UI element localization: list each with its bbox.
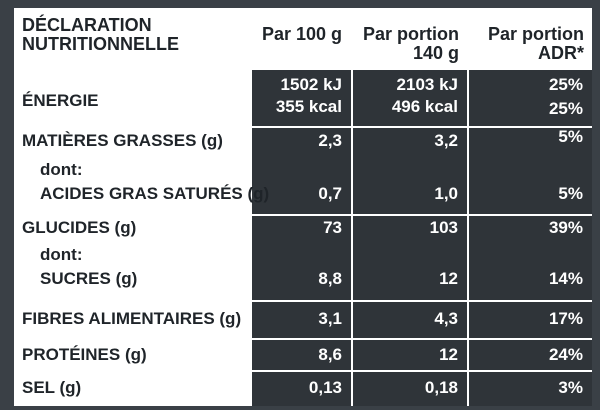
row-energie-label: ÉNERGIE	[22, 91, 99, 110]
header-per-100g: Par 100 g	[261, 24, 342, 44]
nutrition-table: DÉCLARATION NUTRITIONNELLE Par 100 g Par…	[14, 8, 592, 406]
row-glucides-portion: 103	[429, 218, 458, 237]
row-glucides-dont: dont:	[40, 245, 83, 264]
row-energie-per100-kj: 1502 kJ	[280, 75, 342, 94]
row-energie-portion-kcal: 496 kcal	[391, 97, 458, 116]
row-fibres-portion: 4,3	[434, 309, 458, 328]
row-acides-gras-adr: 5%	[558, 184, 583, 203]
row-sel-label: SEL (g)	[22, 378, 82, 397]
row-sucres-portion: 12	[439, 269, 458, 288]
row-sel-portion: 0,18	[424, 378, 458, 397]
table-header: DÉCLARATION NUTRITIONNELLE Par 100 g Par…	[14, 8, 592, 70]
header-label: DÉCLARATION NUTRITIONNELLE	[22, 15, 179, 54]
row-matieres-grasses-portion: 3,2	[434, 131, 458, 150]
row-glucides-adr: 39%	[548, 218, 583, 237]
row-fibres-adr: 17%	[548, 309, 583, 328]
row-sel-per100: 0,13	[308, 378, 342, 397]
row-sucres-adr: 14%	[548, 269, 583, 288]
row-divider	[14, 126, 592, 128]
row-sucres-label: SUCRES (g)	[40, 269, 138, 288]
row-glucides-per100: 73	[323, 218, 342, 237]
row-proteines-per100: 8,6	[318, 345, 342, 364]
row-matieres-grasses-dont: dont:	[40, 160, 83, 179]
row-matieres-grasses-label: MATIÈRES GRASSES (g)	[22, 131, 223, 150]
row-sucres-per100: 8,8	[318, 269, 342, 288]
row-acides-gras-per100: 0,7	[318, 184, 342, 203]
row-energie-portion-kj: 2103 kJ	[396, 75, 458, 94]
row-matieres-grasses-adr: 5%	[558, 127, 583, 146]
row-glucides-label: GLUCIDES (g)	[22, 218, 137, 237]
row-divider	[14, 300, 592, 302]
row-proteines-portion: 12	[439, 345, 458, 364]
row-divider	[14, 370, 592, 372]
header-per-portion: Par portion 140 g	[362, 24, 459, 63]
row-matieres-grasses-per100: 2,3	[318, 131, 342, 150]
row-divider	[14, 338, 592, 340]
row-sel-adr: 3%	[558, 378, 583, 397]
row-acides-gras-label: ACIDES GRAS SATURÉS (g)	[40, 184, 270, 203]
row-fibres-label: FIBRES ALIMENTAIRES (g)	[22, 309, 242, 328]
row-energie-adr-kcal: 25%	[548, 99, 583, 118]
row-proteines-label: PROTÉINES (g)	[22, 345, 147, 364]
header-adr: Par portion ADR*	[487, 24, 584, 63]
row-energie-adr-kj: 25%	[548, 75, 583, 94]
row-energie-per100-kcal: 355 kcal	[275, 97, 342, 116]
row-acides-gras-portion: 1,0	[434, 184, 458, 203]
row-divider	[14, 214, 592, 216]
row-proteines-adr: 24%	[548, 345, 583, 364]
row-fibres-per100: 3,1	[318, 309, 342, 328]
